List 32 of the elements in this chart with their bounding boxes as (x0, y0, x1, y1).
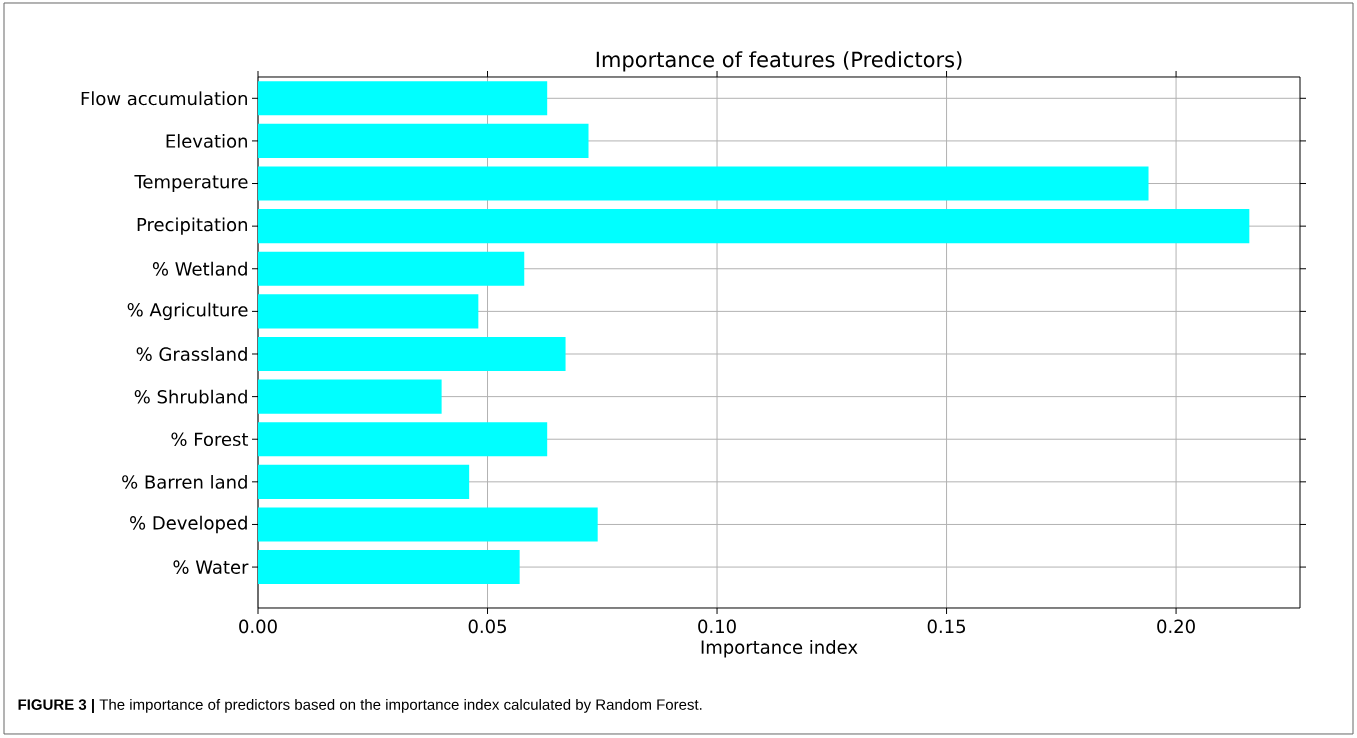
bar (258, 464, 470, 499)
x-tick-label: 0.00 (239, 619, 277, 634)
bar (258, 251, 525, 286)
bar (258, 379, 442, 414)
y-tick-label: % Shrubland (134, 389, 247, 404)
y-tick-label: % Grassland (136, 347, 247, 361)
bar (258, 81, 548, 116)
bar (258, 550, 520, 585)
y-tick-label: % Developed (130, 515, 247, 534)
y-tick-label: Temperature (134, 175, 248, 192)
bar (258, 209, 1250, 244)
x-tick-label: 0.05 (468, 619, 506, 634)
bar (258, 422, 548, 457)
x-axis-title: Importance index (701, 640, 858, 658)
y-tick-label: % Water (173, 560, 249, 574)
bar (258, 294, 479, 329)
x-tick-label: 0.15 (927, 619, 966, 634)
bar (258, 507, 598, 542)
x-tick-label: 0.20 (1157, 619, 1195, 634)
x-tick-label: 0.10 (698, 619, 736, 634)
y-tick-label: % Forest (171, 432, 249, 447)
y-tick-label: Flow accumulation (81, 91, 247, 106)
y-tick-label: % Wetland (152, 261, 247, 276)
text: FIGURE 3 | The importance of predictors based on the importance index calculated by Random Forest. (18, 698, 702, 714)
y-tick-label: Precipitation (137, 217, 247, 235)
bar (258, 123, 589, 158)
chart-title: Importance of features (Predictors) (596, 51, 962, 72)
y-tick-label: Elevation (166, 133, 247, 148)
bar (258, 336, 566, 372)
y-tick-label: % Barren land (122, 474, 247, 489)
bar (258, 166, 1149, 201)
y-tick-label: % Agriculture (127, 302, 248, 321)
